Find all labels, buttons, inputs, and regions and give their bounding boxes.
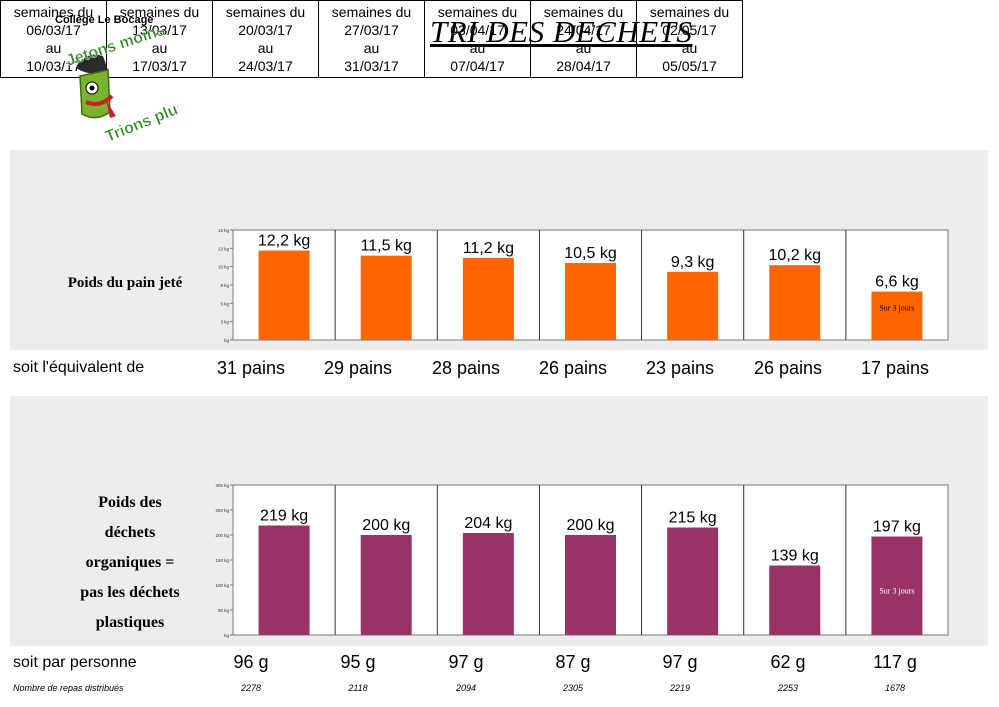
bar — [462, 533, 514, 635]
bread-label: Poids du pain jeté — [67, 275, 183, 291]
bar — [565, 263, 616, 340]
bar — [258, 250, 310, 340]
equiv-value: 17 pains — [860, 358, 930, 378]
y-tick-label: 250 kg — [215, 508, 229, 513]
data-label: 197 kg — [873, 519, 921, 536]
per-person-value: 62 g — [770, 652, 806, 672]
organic-label: Poids des déchets organiques = pas les d… — [80, 494, 180, 631]
bar-annotation: Sur 3 jours — [879, 587, 914, 596]
bar — [462, 257, 514, 340]
mascot-icon — [76, 54, 116, 119]
y-tick-label: 3 kg — [220, 320, 229, 325]
y-tick-label: 5 kg — [220, 301, 229, 306]
equiv-value: 29 pains — [323, 358, 393, 378]
equiv-value: 31 pains — [216, 358, 286, 378]
week-cell: semaines du 03/04/17 au 07/04/17 — [424, 0, 531, 78]
per-person-label: soit par personne — [13, 654, 137, 671]
data-label: 9,3 kg — [671, 254, 715, 271]
meals-value: 2094 — [455, 683, 477, 693]
data-label: 11,5 kg — [361, 238, 412, 255]
y-tick-label: 300 kg — [215, 483, 229, 488]
equiv-label: soit l'équivalent de — [13, 359, 145, 376]
bar — [769, 265, 821, 340]
y-tick-label: 8 kg — [220, 283, 229, 288]
meals-value: 2118 — [348, 683, 368, 693]
logo-text-line1: Jetons moins — [64, 30, 167, 70]
bar — [667, 271, 719, 340]
bar-annotation: Sur 3 jours — [879, 304, 914, 313]
week-cell: semaines du 13/03/17 au 17/03/17 — [106, 0, 213, 78]
per-person-value: 97 g — [448, 652, 484, 672]
data-label: 6,6 kg — [875, 274, 919, 291]
weeks-table: semaines du 06/03/17 au 10/03/17 semaines d… — [0, 0, 743, 78]
equiv-value: 26 pains — [538, 358, 608, 378]
bar — [565, 535, 616, 635]
bar — [258, 525, 310, 635]
data-label: 200 kg — [566, 517, 614, 534]
equiv-value: 26 pains — [753, 358, 823, 378]
per-person-value: 97 g — [662, 652, 698, 672]
data-label: 11,2 kg — [463, 240, 514, 257]
y-tick-label: kg — [224, 338, 229, 343]
week-cell: semaines du 27/03/17 au 31/03/17 — [318, 0, 425, 78]
week-cell: semaines du 20/03/17 au 24/03/17 — [212, 0, 319, 78]
logo: Jetons moins Trions plus — [64, 30, 178, 146]
bar — [769, 565, 821, 635]
per-person-value: 87 g — [555, 652, 591, 672]
equiv-value: 23 pains — [645, 358, 715, 378]
page-title: TRI DES DECHETS — [430, 14, 693, 49]
y-tick-label: kg — [224, 633, 229, 638]
meals-value: 2278 — [240, 683, 262, 693]
bar — [667, 527, 719, 635]
weeks-row: semaines du 06/03/17 au 10/03/17 semaines d… — [0, 0, 743, 78]
meals-value: 2219 — [669, 683, 691, 693]
week-cell: semaines du 06/03/17 au 10/03/17 — [0, 0, 107, 78]
data-label: 215 kg — [669, 510, 717, 527]
data-label: 10,2 kg — [769, 247, 821, 264]
y-tick-label: 200 kg — [215, 533, 229, 538]
meals-value: 2253 — [777, 683, 799, 693]
bar — [871, 291, 923, 340]
per-person-value: 96 g — [233, 652, 269, 672]
week-cell: semaines du 02/05/17 au 05/05/17 — [636, 0, 743, 78]
organic-chart: 300 kg 250 kg 200 kg 150 kg 100 kg 50 kg kg 219… — [215, 483, 949, 638]
data-label: 139 kg — [771, 548, 819, 565]
data-label: 219 kg — [260, 508, 308, 525]
data-label: 12,2 kg — [258, 233, 310, 250]
y-tick-label: 100 kg — [215, 583, 229, 588]
y-tick-label: 50 kg — [218, 608, 230, 613]
bread-chart: 15 kg 13 kg 10 kg 8 kg 5 kg 3 kg kg 12,2 kg 11,5… — [218, 228, 949, 343]
bar — [871, 536, 923, 635]
logo-text-line2: Trions plus — [103, 98, 178, 146]
y-tick-label: 15 kg — [218, 228, 230, 233]
data-label: 10,5 kg — [564, 245, 616, 262]
y-tick-label: 13 kg — [218, 246, 230, 251]
y-tick-label: 10 kg — [218, 265, 230, 270]
per-person-value: 95 g — [340, 652, 376, 672]
school-name: Collège Le Bocage — [55, 14, 154, 26]
equiv-value: 28 pains — [431, 358, 501, 378]
data-label: 200 kg — [362, 517, 410, 534]
bar — [360, 255, 412, 340]
meals-value: 1678 — [884, 683, 906, 693]
data-label: 204 kg — [464, 515, 512, 532]
bar — [360, 535, 412, 635]
week-cell: semaines du 24/04/17 au 28/04/17 — [530, 0, 637, 78]
y-tick-label: 150 kg — [215, 558, 229, 563]
per-person-value: 117 g — [873, 652, 917, 672]
meals-label: Nombre de repas distribués — [13, 683, 124, 693]
meals-value: 2305 — [562, 683, 584, 693]
